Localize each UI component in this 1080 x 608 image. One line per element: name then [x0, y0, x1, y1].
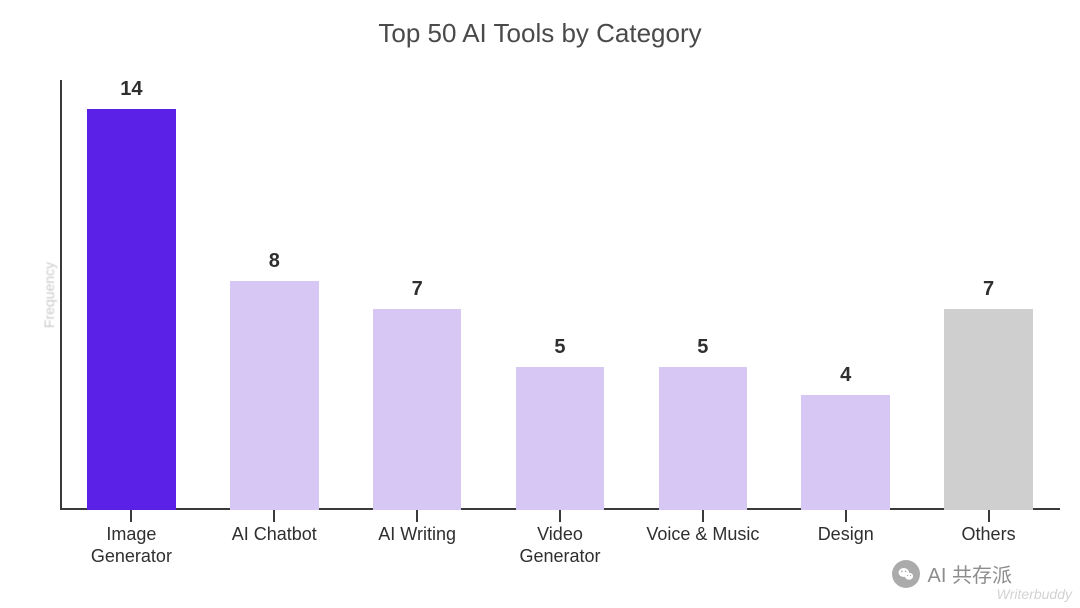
bar-value-label: 14 — [87, 78, 176, 101]
chart-title: Top 50 AI Tools by Category — [0, 18, 1080, 49]
x-tick — [273, 510, 275, 522]
bar-value-label: 7 — [373, 278, 462, 301]
bar — [230, 281, 319, 510]
x-axis-label: Voice & Music — [631, 524, 774, 546]
x-tick — [130, 510, 132, 522]
x-axis-label: VideoGenerator — [489, 524, 632, 567]
bar — [516, 367, 605, 510]
bar — [373, 309, 462, 510]
bar-column: 14 — [87, 80, 176, 510]
bar — [944, 309, 1033, 510]
bar-value-label: 7 — [944, 278, 1033, 301]
bar-value-label: 5 — [659, 336, 748, 359]
x-tick — [702, 510, 704, 522]
plot-area: Frequency 14875547 — [60, 80, 1060, 510]
bar — [659, 367, 748, 510]
bar-value-label: 4 — [801, 364, 890, 387]
x-axis-label: AI Writing — [346, 524, 489, 546]
bar-column: 4 — [801, 80, 890, 510]
bar-column: 5 — [659, 80, 748, 510]
x-tick — [845, 510, 847, 522]
chart-container: Top 50 AI Tools by Category Frequency 14… — [0, 0, 1080, 608]
x-axis-label: ImageGenerator — [60, 524, 203, 567]
wechat-badge: AI 共存派 — [892, 559, 1012, 588]
bar-value-label: 8 — [230, 250, 319, 273]
bar-column: 5 — [516, 80, 605, 510]
bar — [87, 109, 176, 510]
x-tick — [416, 510, 418, 522]
bar-column: 8 — [230, 80, 319, 510]
bar-column: 7 — [373, 80, 462, 510]
bar-column: 7 — [944, 80, 1033, 510]
x-axis-label: Others — [917, 524, 1060, 546]
x-tick — [988, 510, 990, 522]
wechat-icon — [892, 560, 920, 588]
bar-value-label: 5 — [516, 336, 605, 359]
wechat-text: AI 共存派 — [928, 559, 1012, 588]
bars-group: 14 8 7 5 5 4 7 — [60, 80, 1060, 510]
watermark-text: Writerbuddy — [997, 586, 1072, 602]
y-axis-label: Frequency — [41, 262, 57, 328]
x-axis-label: Design — [774, 524, 917, 546]
x-tick — [559, 510, 561, 522]
x-axis-label: AI Chatbot — [203, 524, 346, 546]
bar — [801, 395, 890, 510]
